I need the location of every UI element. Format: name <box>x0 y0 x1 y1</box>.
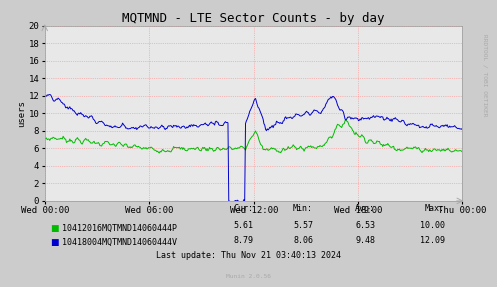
Text: ■: ■ <box>50 224 58 233</box>
Text: Last update: Thu Nov 21 03:40:13 2024: Last update: Thu Nov 21 03:40:13 2024 <box>156 251 341 260</box>
Text: Max:: Max: <box>425 204 445 213</box>
Text: 9.48: 9.48 <box>355 236 375 245</box>
Text: Munin 2.0.56: Munin 2.0.56 <box>226 274 271 278</box>
Text: ■: ■ <box>50 238 58 247</box>
Text: 8.79: 8.79 <box>234 236 253 245</box>
Text: Min:: Min: <box>293 204 313 213</box>
Text: Cur:: Cur: <box>234 204 253 213</box>
Text: 12.09: 12.09 <box>420 236 445 245</box>
Text: 5.61: 5.61 <box>234 221 253 230</box>
Text: 10412016MQTMND14060444P: 10412016MQTMND14060444P <box>62 224 177 233</box>
Title: MQTMND - LTE Sector Counts - by day: MQTMND - LTE Sector Counts - by day <box>122 12 385 25</box>
Text: 6.53: 6.53 <box>355 221 375 230</box>
Text: Avg:: Avg: <box>355 204 375 213</box>
Text: 10.00: 10.00 <box>420 221 445 230</box>
Text: RRDTOOL / TOBI OETIKER: RRDTOOL / TOBI OETIKER <box>482 34 487 117</box>
Y-axis label: users: users <box>16 100 26 127</box>
Text: 8.06: 8.06 <box>293 236 313 245</box>
Text: 10418004MQTMND14060444V: 10418004MQTMND14060444V <box>62 238 177 247</box>
Text: 5.57: 5.57 <box>293 221 313 230</box>
